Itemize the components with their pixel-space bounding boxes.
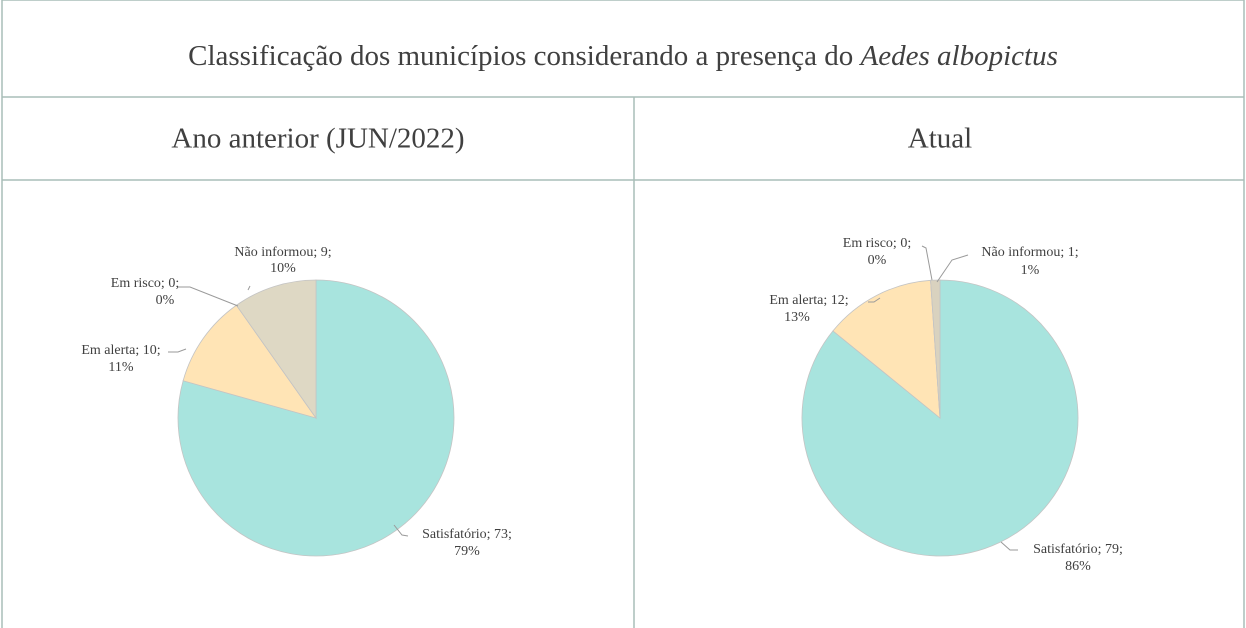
data-label: Em alerta; 12; xyxy=(769,293,848,308)
data-label: Satisfatório; 79; xyxy=(1033,542,1123,557)
data-label: 0% xyxy=(156,293,175,308)
data-label: Não informou; 1; xyxy=(981,245,1078,260)
leader-line xyxy=(868,297,881,303)
data-label: Não informou; 9; xyxy=(234,245,331,260)
data-label: 1% xyxy=(1021,263,1040,278)
data-label: 79% xyxy=(454,544,480,559)
data-label: 11% xyxy=(108,360,133,375)
leader-line xyxy=(247,285,251,291)
pie-slice xyxy=(832,279,941,419)
pie-slice xyxy=(930,279,941,419)
data-label: Satisfatório; 73; xyxy=(422,527,512,542)
title-species: Aedes albopictus xyxy=(859,40,1058,72)
column-header: Atual xyxy=(908,123,972,155)
table-title: Classificação dos municípios considerand… xyxy=(188,40,1058,72)
data-label: Em risco; 0; xyxy=(111,276,179,291)
data-label: 0% xyxy=(868,253,887,268)
data-label: 86% xyxy=(1065,559,1091,574)
leader-line xyxy=(921,245,933,281)
pie-slice xyxy=(182,304,317,419)
data-label: Em alerta; 10; xyxy=(81,343,160,358)
leader-line xyxy=(178,286,239,307)
leader-line xyxy=(936,254,969,283)
leader-line xyxy=(168,348,187,353)
data-label: 10% xyxy=(270,261,296,276)
leader-line xyxy=(393,524,409,537)
pie-slice xyxy=(177,279,455,557)
data-label: Em risco; 0; xyxy=(843,236,911,251)
data-label: 13% xyxy=(784,310,810,325)
title-text: Classificação dos municípios considerand… xyxy=(188,40,853,72)
column-header: Ano anterior (JUN/2022) xyxy=(171,123,464,155)
pie-slice xyxy=(235,279,317,420)
leader-line xyxy=(1000,541,1018,551)
